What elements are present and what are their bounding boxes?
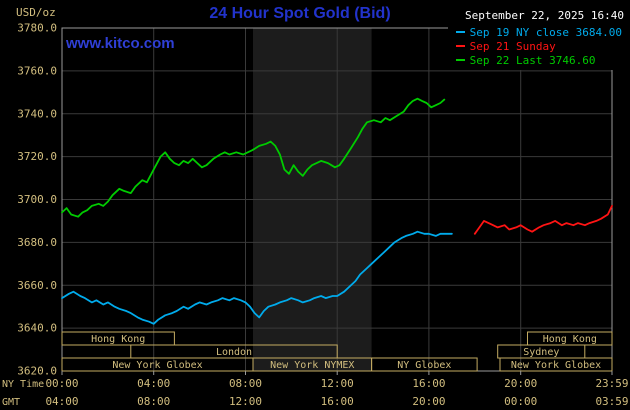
series-line-sep-19-ny-close <box>61 230 453 325</box>
session-label: New York Globex <box>511 360 601 371</box>
svg-text:3720.0: 3720.0 <box>17 150 57 163</box>
grid-lines <box>62 28 612 371</box>
legend-item-sep19: Sep 19 NY close 3684.00 <box>455 26 622 40</box>
session-label: Sydney <box>523 347 559 358</box>
svg-text:3640.0: 3640.0 <box>17 322 57 335</box>
svg-text:16:00: 16:00 <box>321 395 354 408</box>
session-label: New York NYMEX <box>270 360 354 371</box>
svg-text:23:59: 23:59 <box>595 377 628 390</box>
svg-text:12:00: 12:00 <box>229 395 262 408</box>
legend-label-sep21: Sep 21 Sunday <box>469 40 556 53</box>
svg-text:3700.0: 3700.0 <box>17 193 57 206</box>
session-box <box>499 357 613 372</box>
svg-text:00:00: 00:00 <box>504 395 537 408</box>
svg-text:3760.0: 3760.0 <box>17 64 57 77</box>
legend-item-sep22: Sep 22 Last 3746.60 <box>455 54 622 68</box>
svg-text:00:00: 00:00 <box>45 377 78 390</box>
legend-label-sep19: Sep 19 NY close 3684.00 <box>469 26 622 39</box>
kitco-watermark-link[interactable]: www.kitco.com <box>66 35 175 52</box>
session-label: NY Globex <box>397 360 451 371</box>
svg-text:20:00: 20:00 <box>504 377 537 390</box>
series-line-sep-22-last <box>61 97 446 218</box>
y-axis-labels: 3780.0 3760.0 3740.0 3720.0 3700.0 3680.0 3660… <box>17 22 57 378</box>
svg-text:04:00: 04:00 <box>45 395 78 408</box>
sep21-line-marker-icon <box>455 45 465 47</box>
svg-text:3680.0: 3680.0 <box>17 236 57 249</box>
svg-text:20:00: 20:00 <box>412 395 445 408</box>
svg-text:03:59: 03:59 <box>595 395 628 408</box>
sep22-line-marker-icon <box>455 59 465 61</box>
session-label: London <box>216 347 252 358</box>
svg-text:08:00: 08:00 <box>229 377 262 390</box>
legend-item-sep21: Sep 21 Sunday <box>455 40 622 54</box>
legend-label-sep22: Sep 22 Last 3746.60 <box>469 54 596 67</box>
svg-text:3780.0: 3780.0 <box>17 22 57 35</box>
gmt-row-label: GMT <box>2 397 20 408</box>
session-label: New York Globex <box>112 360 202 371</box>
sep19-line-marker-icon <box>455 31 465 33</box>
session-box <box>371 357 478 372</box>
x-axis-labels: 00:00 04:00 04:00 08:00 08:00 12:00 12:00 16:00… <box>2 371 629 408</box>
svg-text:16:00: 16:00 <box>412 377 445 390</box>
chart-title: 24 Hour Spot Gold (Bid) <box>209 5 391 22</box>
y-axis-unit-label: USD/oz <box>16 6 56 19</box>
svg-text:3620.0: 3620.0 <box>17 365 57 378</box>
chart-datetime: September 22, 2025 16:40 <box>465 9 624 22</box>
svg-text:3740.0: 3740.0 <box>17 107 57 120</box>
session-box <box>61 331 175 346</box>
series-line-sep-21-sunday <box>473 204 613 235</box>
svg-text:04:00: 04:00 <box>137 377 170 390</box>
session-label: Hong Kong <box>91 334 145 345</box>
ny-time-row-label: NY Time <box>2 379 44 390</box>
svg-text:12:00: 12:00 <box>321 377 354 390</box>
market-sessions: Hong Kong Hong Kong London Sydney New York G… <box>61 331 613 372</box>
session-label: Hong Kong <box>543 334 597 345</box>
svg-text:08:00: 08:00 <box>137 395 170 408</box>
svg-text:3660.0: 3660.0 <box>17 279 57 292</box>
legend: Sep 19 NY close 3684.00 Sep 21 Sunday Se… <box>447 24 624 70</box>
